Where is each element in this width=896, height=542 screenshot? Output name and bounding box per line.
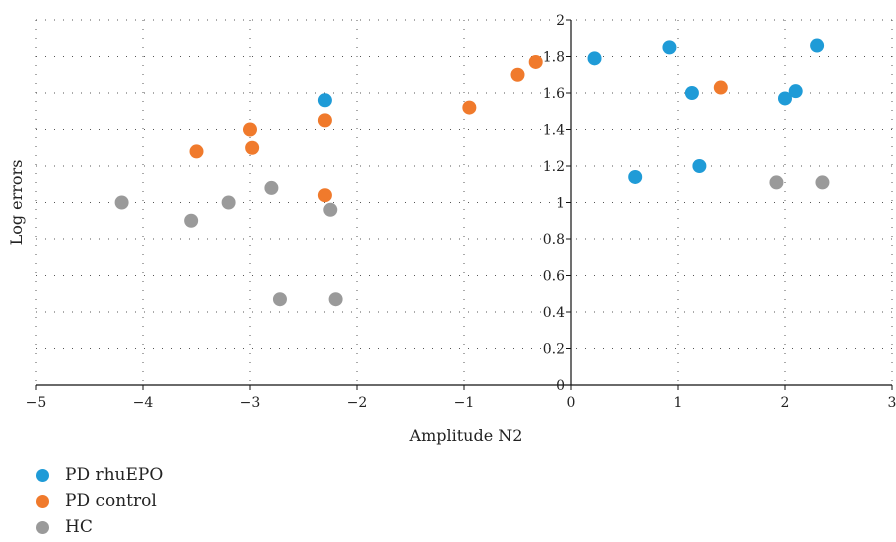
y-tick-label: 1.2 (543, 159, 565, 175)
legend-marker (36, 494, 49, 508)
point-pd-rhuepo (662, 40, 677, 55)
y-tick-label: 2 (556, 13, 565, 29)
point-pd-rhuepo (788, 84, 803, 99)
point-pd-rhuepo (317, 93, 332, 108)
point-pd-control (510, 67, 525, 82)
x-tick-label: 1 (674, 395, 683, 411)
point-hc (264, 180, 279, 195)
point-pd-rhuepo (778, 91, 792, 106)
legend-label: HC (65, 517, 93, 537)
point-pd-rhuepo (684, 86, 699, 100)
x-axis-label: Amplitude N2 (409, 426, 523, 445)
legend-item-pd-control: PD control (36, 488, 163, 514)
axes (35, 19, 893, 390)
y-tick-label: 0.2 (543, 342, 565, 358)
y-tick-label: 1.6 (543, 86, 565, 102)
point-hc (815, 175, 830, 190)
grid (35, 19, 893, 385)
legend-item-hc: HC (36, 514, 163, 540)
x-tick-label: −4 (133, 395, 154, 411)
point-hc (769, 175, 784, 190)
legend: PD rhuEPO PD control HC (36, 462, 163, 540)
x-tick-label: 2 (781, 395, 790, 411)
point-pd-control (317, 188, 332, 203)
legend-label: PD control (65, 491, 157, 511)
point-hc (221, 195, 236, 210)
point-pd-control (317, 113, 332, 128)
legend-item-pd-rhuepo: PD rhuEPO (36, 462, 163, 488)
point-pd-control (528, 54, 543, 69)
point-pd-control (245, 140, 260, 155)
y-tick-label: 0 (556, 378, 565, 394)
y-tick-label: 0.4 (543, 305, 565, 321)
x-tick-label: −2 (347, 395, 368, 411)
y-axis-label: Log errors (7, 160, 26, 246)
point-pd-rhuepo (587, 51, 602, 66)
point-pd-control (713, 80, 728, 95)
point-pd-control (189, 144, 204, 159)
x-tick-label: −1 (454, 395, 475, 411)
point-pd-rhuepo (692, 159, 707, 173)
y-tick-label: 1.8 (543, 50, 565, 66)
x-tick-label: −3 (240, 395, 261, 411)
y-tick-label: 0.8 (543, 232, 565, 248)
point-hc (272, 292, 287, 307)
y-tick-label: 0.6 (543, 269, 565, 285)
point-hc (114, 195, 129, 210)
legend-marker (36, 468, 49, 482)
x-tick-label: 3 (888, 395, 896, 411)
legend-marker (36, 520, 49, 534)
point-pd-control (462, 100, 477, 115)
tick-labels: −5 −4 −3 −2 −1 0 1 2 3 0 0.2 0.4 0.6 0.8 1 1.2 1.4 1.6 1.8… (26, 13, 896, 411)
legend-label: PD rhuEPO (65, 465, 164, 485)
y-tick-label: 1.4 (543, 123, 565, 139)
x-tick-label: −5 (26, 395, 47, 411)
x-tick-label: 0 (567, 395, 576, 411)
point-pd-rhuepo (810, 38, 825, 53)
point-pd-rhuepo (628, 169, 643, 184)
y-tick-label: 1 (556, 196, 565, 212)
point-hc (184, 213, 199, 228)
data-points (114, 38, 830, 307)
point-pd-control (243, 122, 257, 137)
point-hc (328, 292, 343, 307)
point-hc (323, 202, 338, 217)
